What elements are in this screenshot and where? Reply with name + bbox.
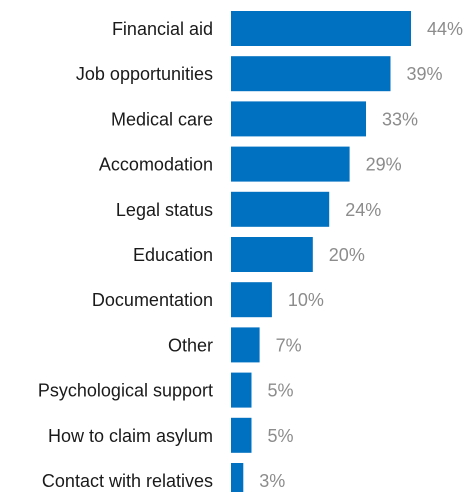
bar-6 [231, 237, 313, 272]
value-label-5: 24% [345, 200, 381, 220]
category-label-4: Accomodation [99, 155, 213, 175]
bar-10 [231, 417, 252, 453]
category-label-9: Psychological support [38, 381, 213, 401]
category-label-8: Other [168, 335, 213, 355]
value-label-2: 39% [407, 64, 443, 84]
bars-group [231, 11, 411, 492]
category-label-11: Contact with relatives [42, 471, 213, 491]
bar-5 [231, 191, 330, 227]
value-label-10: 5% [268, 426, 294, 446]
value-label-11: 3% [259, 471, 285, 491]
category-label-7: Documentation [92, 290, 213, 310]
category-label-10: How to claim asylum [48, 426, 213, 446]
bar-7 [231, 282, 272, 318]
bar-2 [231, 56, 391, 92]
value-label-6: 20% [329, 245, 365, 265]
value-label-4: 29% [366, 155, 402, 175]
category-labels-group: Financial aid Job opportunities Medical ca… [38, 19, 213, 491]
bar-8 [231, 327, 260, 363]
bar-11 [231, 463, 244, 492]
value-label-9: 5% [268, 381, 294, 401]
category-label-6: Education [133, 245, 213, 265]
category-label-1: Financial aid [112, 19, 213, 39]
category-label-5: Legal status [116, 200, 213, 220]
bar-9 [231, 372, 252, 408]
value-labels-group: 44% 39% 33% 29% 24% 20% 10% 7% 5% 5% 3% [259, 19, 463, 491]
category-label-3: Medical care [111, 109, 213, 129]
value-label-1: 44% [427, 19, 463, 39]
value-label-8: 7% [276, 335, 302, 355]
bar-1 [231, 11, 411, 46]
bar-4 [231, 146, 350, 182]
value-label-7: 10% [288, 290, 324, 310]
bar-3 [231, 101, 366, 137]
category-label-2: Job opportunities [76, 64, 213, 84]
value-label-3: 33% [382, 109, 418, 129]
